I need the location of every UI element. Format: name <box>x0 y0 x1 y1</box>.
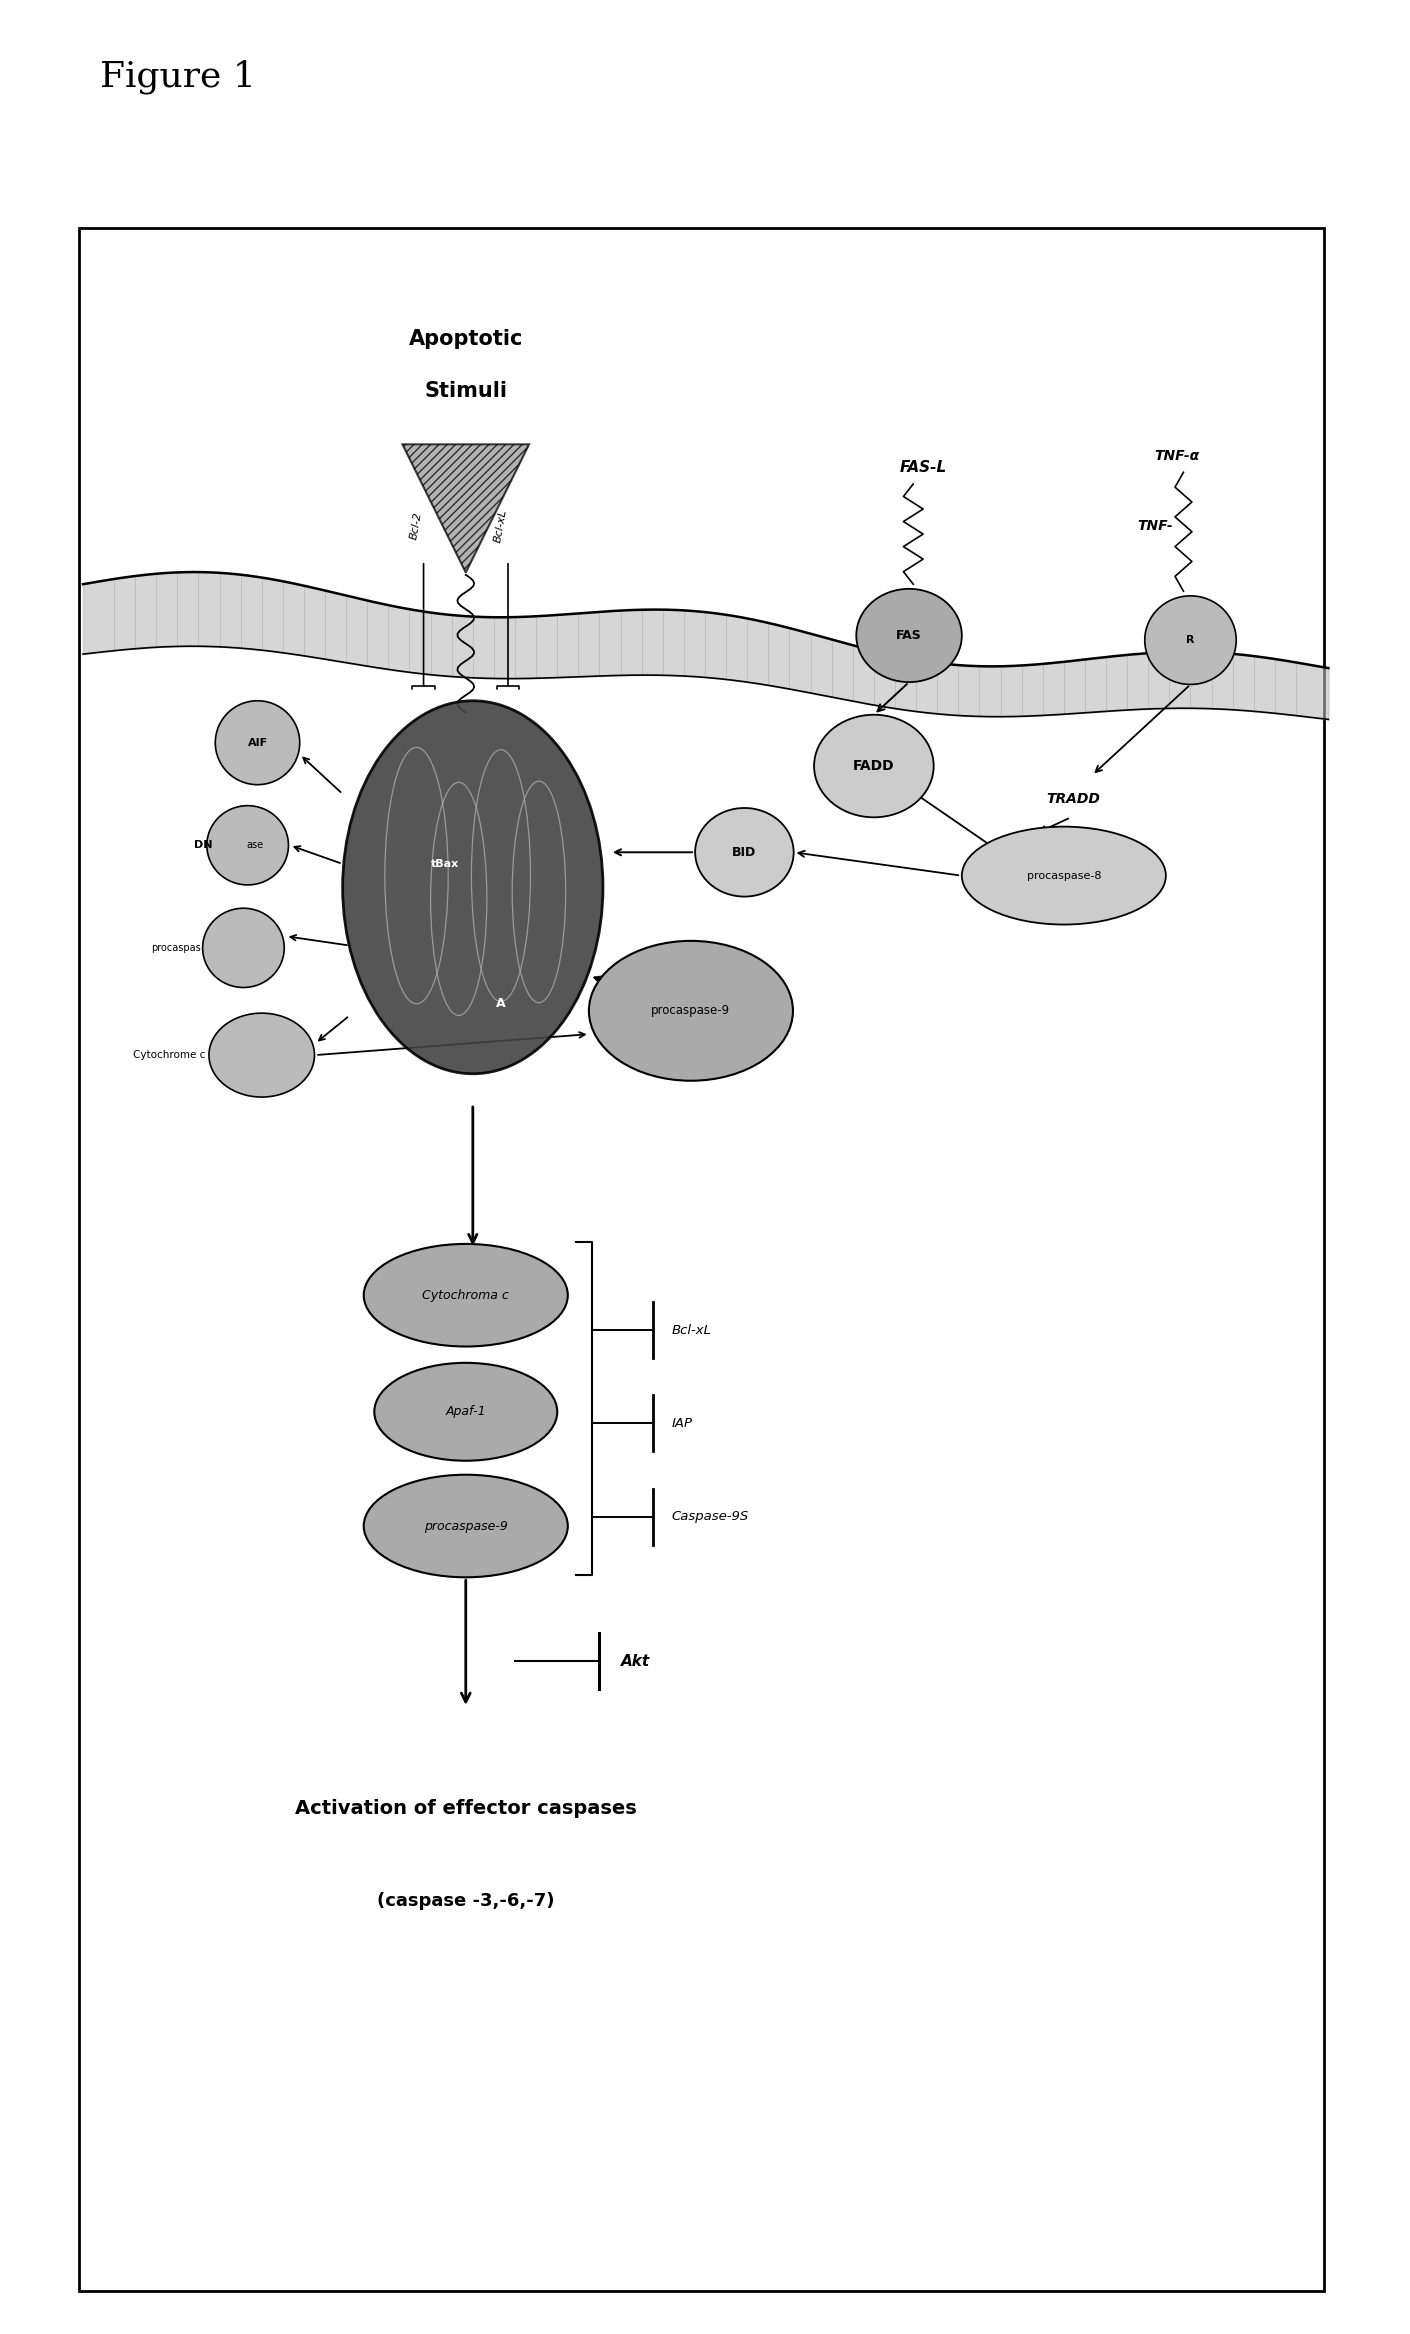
Ellipse shape <box>589 941 792 1081</box>
Polygon shape <box>402 443 529 572</box>
Ellipse shape <box>209 1013 314 1097</box>
Text: TRADD: TRADD <box>1046 791 1101 805</box>
Text: Apaf-1: Apaf-1 <box>446 1405 486 1419</box>
Text: Cytochrome c: Cytochrome c <box>133 1050 206 1060</box>
Ellipse shape <box>695 808 794 896</box>
Ellipse shape <box>216 700 300 784</box>
Text: TNF-: TNF- <box>1138 518 1173 532</box>
Ellipse shape <box>1145 595 1237 684</box>
Text: R: R <box>1186 635 1194 644</box>
Text: procaspase-8: procaspase-8 <box>1026 871 1101 880</box>
Text: tBax: tBax <box>430 859 458 868</box>
Text: FADD: FADD <box>853 759 895 773</box>
Text: FAS: FAS <box>897 628 922 642</box>
Ellipse shape <box>364 1244 568 1347</box>
Text: Cytochroma c: Cytochroma c <box>423 1288 509 1302</box>
Text: AIF: AIF <box>247 738 268 747</box>
Text: A: A <box>496 997 506 1011</box>
Ellipse shape <box>207 805 289 885</box>
Text: BID: BID <box>732 845 757 859</box>
Text: Stimuli: Stimuli <box>424 380 508 401</box>
Text: procaspase-9: procaspase-9 <box>651 1004 730 1018</box>
Text: Caspase-9S: Caspase-9S <box>671 1510 749 1524</box>
Text: Activation of effector caspases: Activation of effector caspases <box>295 1800 637 1818</box>
Ellipse shape <box>856 588 962 682</box>
Text: Akt: Akt <box>620 1655 650 1669</box>
Ellipse shape <box>374 1363 557 1461</box>
Ellipse shape <box>203 908 285 987</box>
Text: TNF-α: TNF-α <box>1153 448 1198 462</box>
Text: procaspas: procaspas <box>151 943 202 952</box>
Text: Bcl-xL: Bcl-xL <box>493 509 509 544</box>
Text: (caspase -3,-6,-7): (caspase -3,-6,-7) <box>376 1893 554 1909</box>
Text: procaspase-9: procaspase-9 <box>424 1519 508 1533</box>
Ellipse shape <box>814 714 933 817</box>
Text: ase: ase <box>247 840 264 850</box>
Bar <box>79 226 1324 2290</box>
Text: Figure 1: Figure 1 <box>100 61 255 93</box>
Ellipse shape <box>364 1475 568 1578</box>
Text: Apoptotic: Apoptotic <box>409 329 523 350</box>
Text: IAP: IAP <box>671 1417 692 1431</box>
Text: Bcl-xL: Bcl-xL <box>671 1323 711 1337</box>
Text: DN: DN <box>195 840 213 850</box>
Ellipse shape <box>962 826 1166 924</box>
Text: FAS-L: FAS-L <box>900 460 946 476</box>
Ellipse shape <box>343 700 603 1074</box>
Text: Bcl-2: Bcl-2 <box>409 511 424 541</box>
